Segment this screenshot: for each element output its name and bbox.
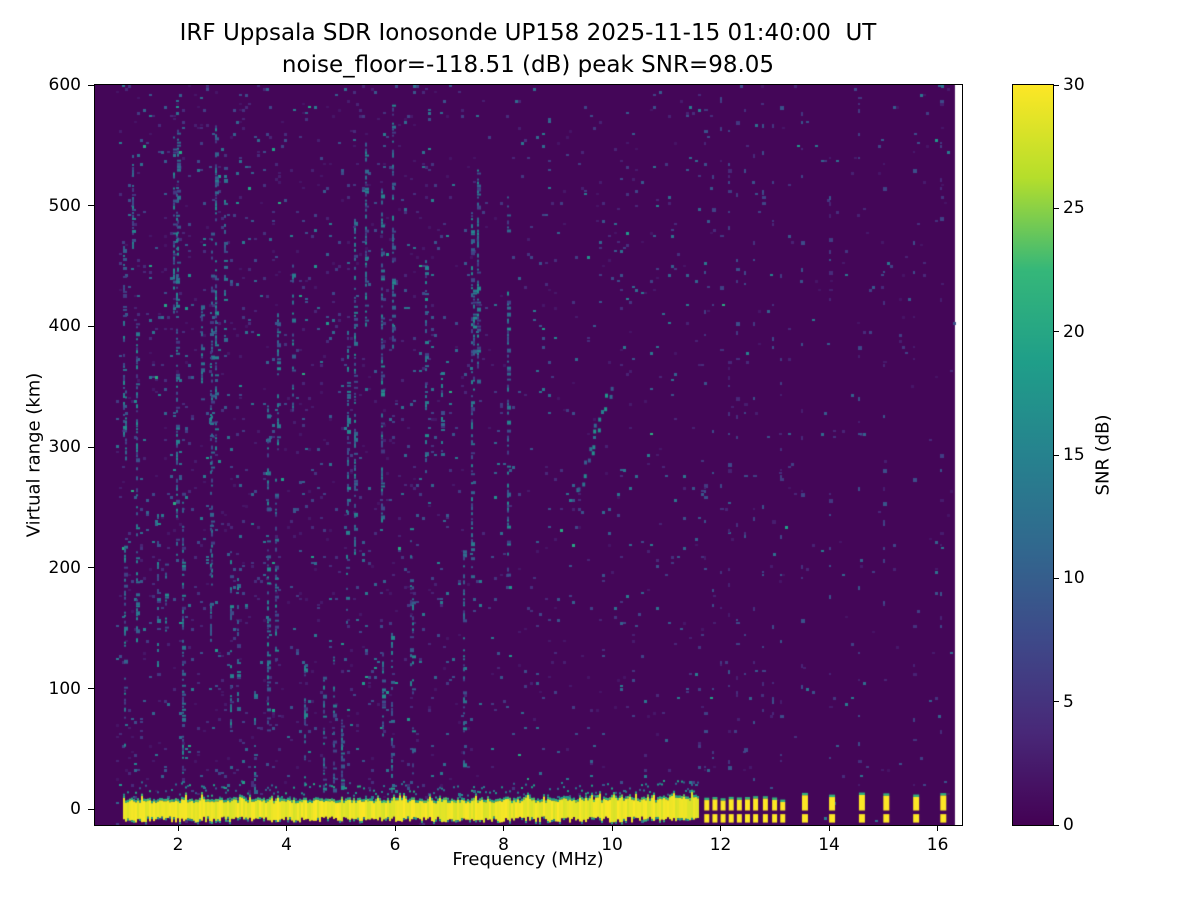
colorbar-tick — [1053, 84, 1059, 86]
y-tick — [88, 688, 95, 690]
x-tick-label: 8 — [498, 835, 509, 855]
y-tick — [88, 84, 95, 86]
y-tick-label: 600 — [48, 75, 81, 95]
colorbar-gradient — [1013, 85, 1053, 825]
colorbar-tick — [1053, 577, 1059, 579]
y-tick — [88, 446, 95, 448]
x-tick-label: 14 — [818, 835, 840, 855]
colorbar-tick-label: 20 — [1063, 321, 1085, 342]
y-tick-label: 100 — [48, 678, 81, 699]
chart-title: IRF Uppsala SDR Ionosonde UP158 2025-11-… — [179, 20, 877, 46]
ionogram-heatmap — [95, 85, 962, 825]
y-tick-label: 300 — [48, 437, 81, 458]
x-axis-label: Frequency (MHz) — [452, 849, 604, 870]
x-tick — [503, 825, 505, 831]
y-tick-label: 0 — [70, 799, 81, 820]
colorbar-tick — [1053, 331, 1059, 333]
x-tick-label: 16 — [926, 835, 949, 855]
colorbar-label: SNR (dB) — [1092, 414, 1114, 496]
x-tick — [828, 825, 830, 831]
x-tick — [720, 825, 722, 831]
y-tick — [88, 567, 95, 569]
x-tick — [286, 825, 288, 831]
x-tick — [177, 825, 179, 831]
x-tick — [611, 825, 613, 831]
y-tick — [88, 808, 95, 810]
x-tick-label: 6 — [389, 835, 401, 855]
y-tick-label: 400 — [48, 316, 81, 337]
colorbar-tick-label: 5 — [1063, 691, 1074, 712]
colorbar-tick — [1053, 824, 1059, 826]
colorbar-tick — [1053, 701, 1059, 703]
plot-area — [94, 84, 963, 826]
chart-subtitle: noise_floor=-118.51 (dB) peak SNR=98.05 — [281, 52, 775, 78]
x-tick-label: 4 — [281, 835, 292, 855]
y-tick-label: 500 — [48, 195, 81, 216]
colorbar-tick — [1053, 454, 1059, 456]
colorbar — [1012, 84, 1054, 826]
x-tick — [937, 825, 939, 831]
x-tick-label: 12 — [709, 835, 732, 855]
colorbar-tick — [1053, 207, 1059, 209]
x-tick-label: 2 — [172, 835, 184, 855]
x-tick — [394, 825, 396, 831]
colorbar-tick-label: 25 — [1063, 198, 1085, 219]
colorbar-tick-label: 30 — [1063, 75, 1085, 95]
colorbar-tick-label: 15 — [1063, 445, 1085, 465]
colorbar-tick-label: 0 — [1063, 815, 1074, 835]
y-tick — [88, 325, 95, 327]
y-tick — [88, 205, 95, 207]
x-tick-label: 10 — [601, 835, 623, 855]
colorbar-tick-label: 10 — [1063, 568, 1085, 589]
y-tick-label: 200 — [48, 557, 81, 578]
